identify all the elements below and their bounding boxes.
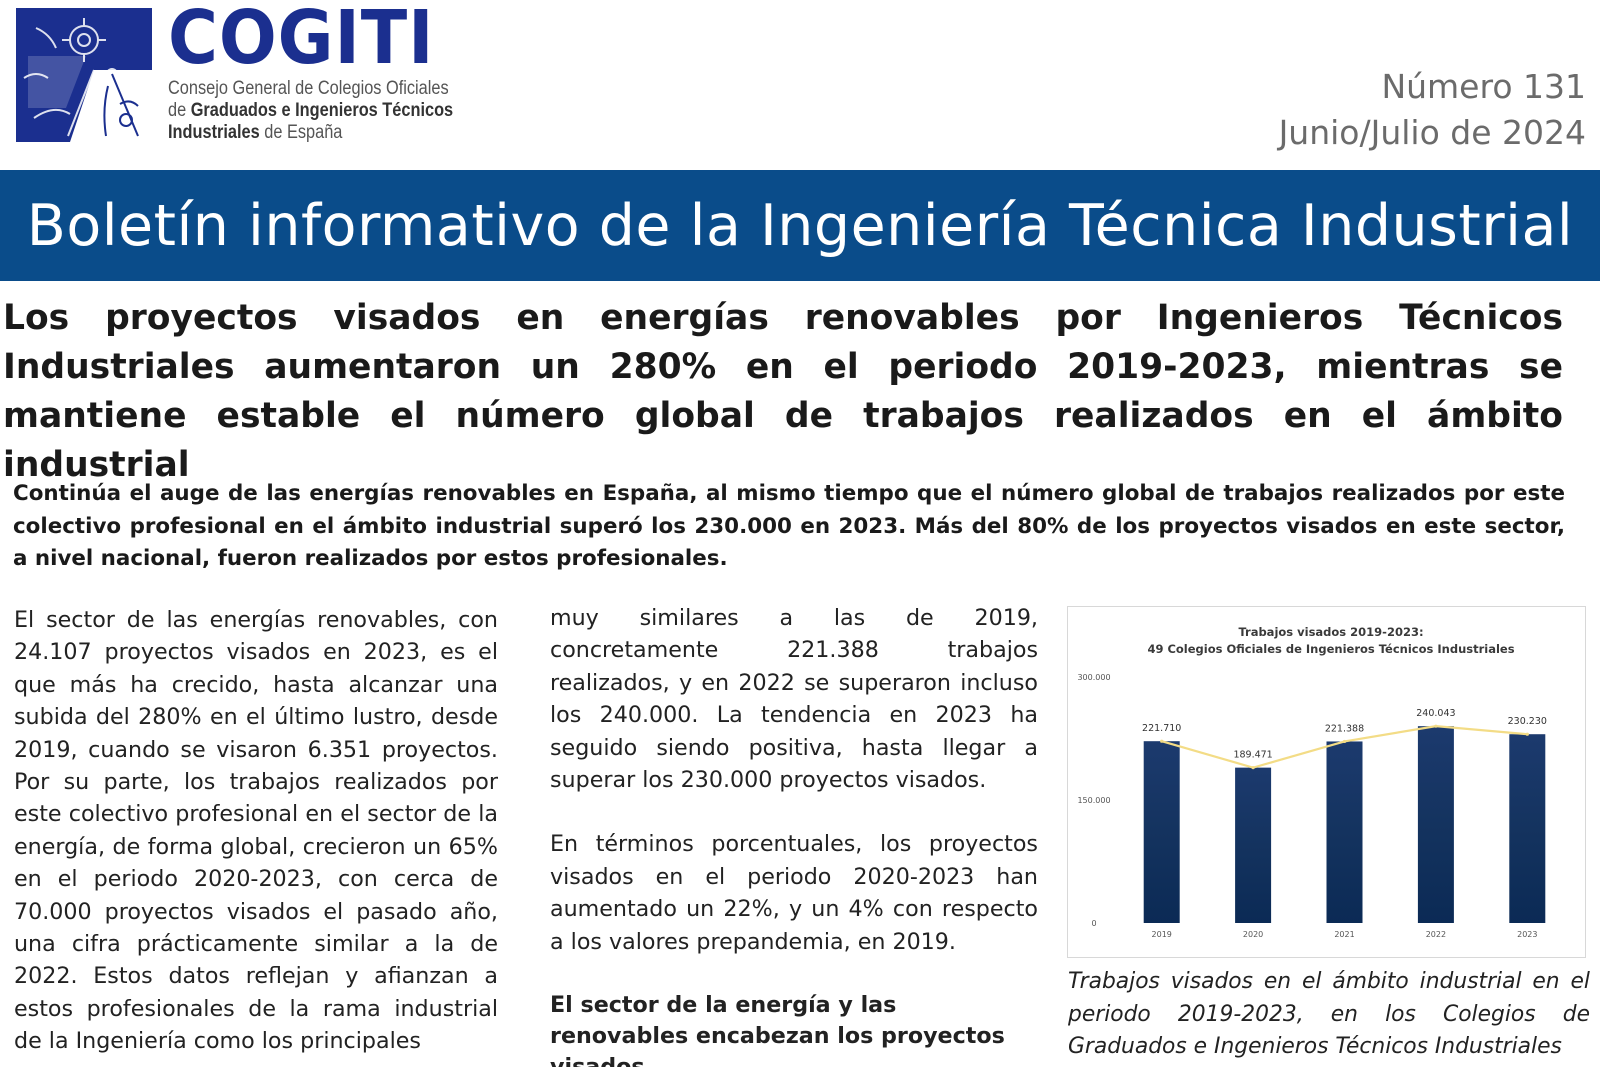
data-label: 230.230 <box>1508 716 1547 727</box>
x-tick-label: 2020 <box>1243 930 1263 939</box>
y-tick-label: 150.000 <box>1077 796 1110 805</box>
bar <box>1235 767 1272 923</box>
bulletin-banner: Boletín informativo de la Ingeniería Téc… <box>0 170 1600 281</box>
bar <box>1417 726 1454 923</box>
banner-title: Boletín informativo de la Ingeniería Téc… <box>26 192 1574 259</box>
chart-title: Trabajos visados 2019-2023: <box>1238 625 1423 639</box>
article-headline: Los proyectos visados en energías renova… <box>3 298 1563 485</box>
line-point <box>1525 732 1529 736</box>
section-subheading: El sector de la energía y las renovables… <box>550 992 1005 1067</box>
issue-number: Número 131 <box>1381 67 1586 106</box>
issue-info: Número 131 Junio/Julio de 2024 <box>1279 64 1586 156</box>
brand-subtitle-line-1: Consejo General de Colegios Oficiales <box>168 78 449 99</box>
paragraph: En términos porcentuales, los proyectos … <box>550 831 1038 955</box>
compass-gear-emblem-icon <box>16 8 152 142</box>
brand-subtitle-line-2: de Graduados e Ingenieros Técnicos <box>168 100 454 121</box>
chart-canvas: Trabajos visados 2019-2023: 49 Colegios … <box>1077 625 1547 939</box>
brand-block: COGITI Consejo General de Colegios Ofici… <box>168 0 500 144</box>
x-tick-label: 2023 <box>1517 930 1537 939</box>
line-point <box>1434 724 1438 728</box>
issue-date: Junio/Julio de 2024 <box>1278 113 1586 152</box>
brand-subtitle: Consejo General de Colegios Oficiales de… <box>168 78 453 144</box>
chart-subtitle: 49 Colegios Oficiales de Ingenieros Técn… <box>1147 642 1514 656</box>
bar <box>1509 734 1546 923</box>
paragraph: El sector de las energías renovables, co… <box>14 607 498 1055</box>
article-column-1: El sector de las energías renovables, co… <box>14 604 498 1067</box>
visados-chart: Trabajos visados 2019-2023: 49 Colegios … <box>1067 606 1586 958</box>
article-column-2: muy similares a las de 2019, concretamen… <box>550 602 1038 1067</box>
x-tick-label: 2019 <box>1152 930 1172 939</box>
line-point <box>1160 739 1164 743</box>
y-tick-label: 0 <box>1091 919 1096 928</box>
paragraph: muy similares a las de 2019, concretamen… <box>550 605 1038 794</box>
article-lead: Continúa el auge de las energías renovab… <box>13 481 1565 571</box>
bar <box>1143 741 1180 923</box>
y-tick-label: 300.000 <box>1077 673 1110 682</box>
data-label: 221.710 <box>1142 723 1181 734</box>
brand-name: COGITI <box>168 0 435 81</box>
line-point <box>1342 739 1347 744</box>
chart-caption: Trabajos visados en el ámbito industrial… <box>1068 969 1590 1059</box>
line-point <box>1251 766 1255 770</box>
cogiti-logo <box>16 8 152 142</box>
x-tick-label: 2021 <box>1334 930 1354 939</box>
data-label: 221.388 <box>1325 723 1364 734</box>
brand-subtitle-line-3: Industriales de España <box>168 122 343 143</box>
bar <box>1326 741 1363 923</box>
data-label: 240.043 <box>1416 708 1455 719</box>
x-tick-label: 2022 <box>1426 930 1446 939</box>
data-label: 189.471 <box>1233 750 1272 761</box>
